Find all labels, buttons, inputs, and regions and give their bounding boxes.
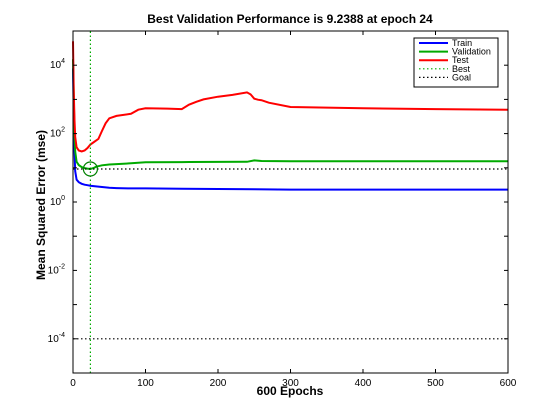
y-tick-label: 10-2: [48, 263, 65, 276]
x-tick-label: 500: [427, 378, 444, 389]
legend-label-train: Train: [452, 38, 472, 48]
axis-ticks: 0 100 200 300 400 500 600 10-4 10-2 100 102 104: [48, 30, 517, 389]
x-tick-label: 300: [282, 378, 299, 389]
plot-area: [72, 31, 509, 373]
legend-label-validation: Validation: [452, 47, 491, 57]
y-tick-label: 102: [50, 127, 65, 140]
legend-label-test: Test: [452, 55, 469, 65]
legend-box: [413, 37, 499, 88]
x-tick-label: 400: [355, 378, 372, 389]
series-line-test: [72, 41, 509, 153]
series-line-train: [72, 68, 508, 191]
x-tick-label: 0: [70, 378, 76, 389]
x-tick-label: 200: [210, 378, 227, 389]
y-tick-label: 104: [50, 58, 65, 71]
y-tick-label: 10-4: [48, 332, 65, 345]
x-tick-label: 600: [500, 378, 517, 389]
legend-label-goal: Goal: [452, 72, 471, 82]
y-axis-label: Mean Squared Error (mse): [34, 130, 48, 280]
series-line-validation: [72, 59, 508, 171]
x-tick-label: 100: [137, 378, 154, 389]
y-tick-label: 100: [50, 195, 65, 208]
chart-title: Best Validation Performance is 9.2388 at…: [147, 12, 433, 26]
legend-label-best: Best: [452, 64, 471, 74]
best-epoch-marker: [82, 161, 99, 177]
x-axis-label: 600 Epochs: [257, 384, 324, 398]
